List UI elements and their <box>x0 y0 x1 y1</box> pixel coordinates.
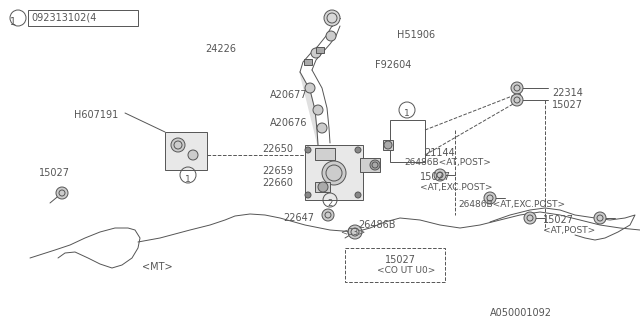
Text: 22659: 22659 <box>262 166 293 176</box>
Circle shape <box>594 212 606 224</box>
Bar <box>345 248 445 282</box>
Text: <CO UT U0>: <CO UT U0> <box>377 266 435 275</box>
Text: 22647: 22647 <box>283 213 314 223</box>
Circle shape <box>434 169 446 181</box>
Circle shape <box>348 225 362 239</box>
Circle shape <box>326 31 336 41</box>
Text: 1: 1 <box>10 17 16 27</box>
Circle shape <box>188 150 198 160</box>
Circle shape <box>311 48 321 58</box>
Text: 22650: 22650 <box>262 144 293 154</box>
Text: 1: 1 <box>185 174 191 183</box>
Circle shape <box>484 192 496 204</box>
Polygon shape <box>300 72 318 145</box>
Bar <box>360 158 380 172</box>
Circle shape <box>317 123 327 133</box>
Text: <C3>: <C3> <box>340 228 365 237</box>
Circle shape <box>305 192 311 198</box>
Circle shape <box>370 160 380 170</box>
Bar <box>165 132 207 170</box>
Text: A050001092: A050001092 <box>490 308 552 318</box>
Circle shape <box>171 138 185 152</box>
Circle shape <box>56 187 68 199</box>
Text: 15027: 15027 <box>420 172 451 182</box>
Text: <AT,EXC.POST>: <AT,EXC.POST> <box>420 183 493 192</box>
Bar <box>305 145 363 200</box>
Circle shape <box>524 212 536 224</box>
Text: 21144: 21144 <box>424 148 455 158</box>
Circle shape <box>318 182 328 192</box>
Circle shape <box>322 209 334 221</box>
Bar <box>304 59 312 65</box>
Bar <box>315 148 335 160</box>
Text: F92604: F92604 <box>375 60 412 70</box>
Bar <box>28 10 138 26</box>
Text: 22314: 22314 <box>552 88 583 98</box>
Text: <MT>: <MT> <box>142 262 173 272</box>
Circle shape <box>313 105 323 115</box>
Bar <box>390 120 425 162</box>
Text: 15027: 15027 <box>552 100 583 110</box>
Circle shape <box>324 10 340 26</box>
Text: A20676: A20676 <box>270 118 307 128</box>
Bar <box>316 47 324 53</box>
Bar <box>383 140 393 150</box>
Text: 24226: 24226 <box>205 44 236 54</box>
Text: 1: 1 <box>404 109 410 118</box>
Circle shape <box>355 192 361 198</box>
Text: 15027: 15027 <box>543 215 574 225</box>
Text: 15027: 15027 <box>385 255 416 265</box>
Text: H51906: H51906 <box>397 30 435 40</box>
Text: 26486B<AT,EXC.POST>: 26486B<AT,EXC.POST> <box>458 200 565 209</box>
Circle shape <box>511 94 523 106</box>
Text: 26486B<AT,POST>: 26486B<AT,POST> <box>404 158 491 167</box>
Bar <box>315 182 330 192</box>
Circle shape <box>355 147 361 153</box>
Circle shape <box>384 141 392 149</box>
Circle shape <box>511 82 523 94</box>
Text: A20677: A20677 <box>270 90 308 100</box>
Circle shape <box>305 147 311 153</box>
Text: 2: 2 <box>328 199 333 209</box>
Text: 26486B: 26486B <box>358 220 396 230</box>
Text: 22660: 22660 <box>262 178 293 188</box>
Text: H607191: H607191 <box>74 110 118 120</box>
Text: 092313102(4: 092313102(4 <box>31 12 97 22</box>
Text: 15027: 15027 <box>39 168 70 178</box>
Circle shape <box>305 83 315 93</box>
Text: <AT,POST>: <AT,POST> <box>543 226 595 235</box>
Circle shape <box>322 161 346 185</box>
